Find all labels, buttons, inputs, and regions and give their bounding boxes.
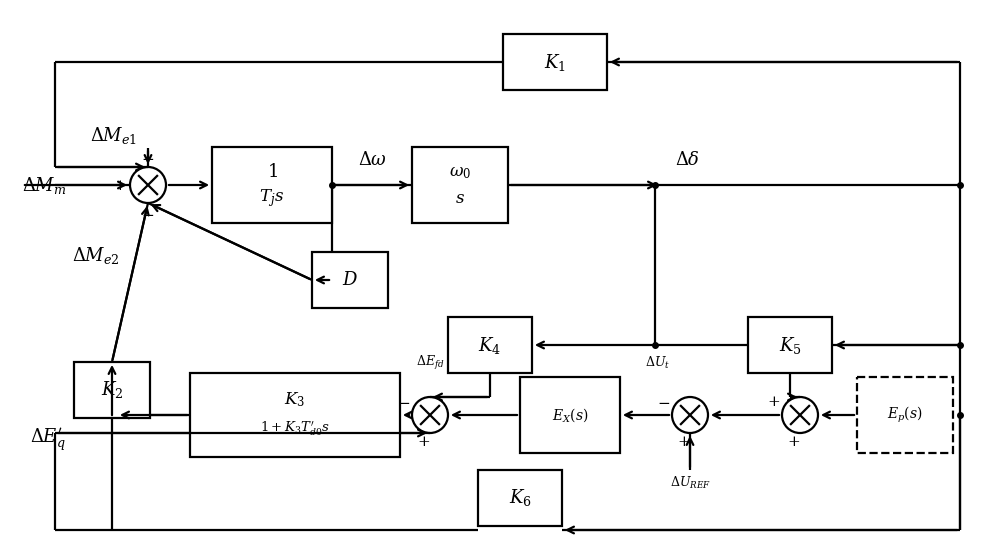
Bar bbox=[448, 317, 532, 373]
Text: $+$: $+$ bbox=[417, 433, 431, 449]
Bar bbox=[478, 470, 562, 526]
Bar bbox=[412, 147, 508, 223]
Text: $\Delta E_q^{\prime}$: $\Delta E_q^{\prime}$ bbox=[30, 426, 66, 454]
Text: $-$: $-$ bbox=[397, 394, 411, 408]
Text: $-$: $-$ bbox=[141, 150, 155, 165]
Text: $K_5$: $K_5$ bbox=[779, 334, 801, 356]
Bar bbox=[312, 252, 388, 308]
Text: $D$: $D$ bbox=[342, 271, 358, 289]
Text: $K_2$: $K_2$ bbox=[101, 380, 123, 400]
Text: $1+K_3 T_{d0}^{\prime} s$: $1+K_3 T_{d0}^{\prime} s$ bbox=[260, 420, 330, 438]
Text: $+$: $+$ bbox=[787, 433, 801, 449]
Text: $K_1$: $K_1$ bbox=[544, 52, 566, 72]
Text: $+$: $+$ bbox=[767, 394, 781, 408]
Bar bbox=[520, 377, 620, 453]
Text: $-$: $-$ bbox=[657, 394, 671, 408]
Text: $\Delta M_m$: $\Delta M_m$ bbox=[22, 175, 67, 195]
Text: $\omega_0$: $\omega_0$ bbox=[449, 163, 471, 181]
Text: $-$: $-$ bbox=[141, 206, 155, 221]
Text: $\Delta U_t$: $\Delta U_t$ bbox=[645, 355, 671, 371]
Text: $\Delta E_{fd}$: $\Delta E_{fd}$ bbox=[416, 354, 444, 372]
Text: $K_6$: $K_6$ bbox=[509, 488, 531, 508]
Text: $T_j s$: $T_j s$ bbox=[259, 188, 285, 209]
Text: $1$: $1$ bbox=[267, 163, 277, 181]
Text: $\Delta M_{e2}$: $\Delta M_{e2}$ bbox=[72, 245, 120, 265]
Text: $K_3$: $K_3$ bbox=[284, 391, 306, 409]
Bar bbox=[190, 373, 400, 457]
Text: $\Delta\omega$: $\Delta\omega$ bbox=[358, 151, 387, 169]
Text: $\Delta M_{e1}$: $\Delta M_{e1}$ bbox=[90, 124, 137, 146]
Text: $\Delta\delta$: $\Delta\delta$ bbox=[675, 151, 700, 169]
Text: $s$: $s$ bbox=[455, 189, 465, 207]
Text: $E_X(s)$: $E_X(s)$ bbox=[552, 406, 588, 424]
Bar bbox=[748, 317, 832, 373]
Text: $+$: $+$ bbox=[677, 433, 691, 449]
Bar bbox=[74, 362, 150, 418]
Text: $\Delta U_{REF}$: $\Delta U_{REF}$ bbox=[670, 475, 710, 491]
Bar bbox=[212, 147, 332, 223]
Bar bbox=[503, 34, 607, 90]
Text: $+$: $+$ bbox=[113, 178, 127, 193]
Text: $K_4$: $K_4$ bbox=[478, 334, 502, 356]
Bar bbox=[857, 377, 953, 453]
Text: $E_p(s)$: $E_p(s)$ bbox=[887, 405, 923, 425]
